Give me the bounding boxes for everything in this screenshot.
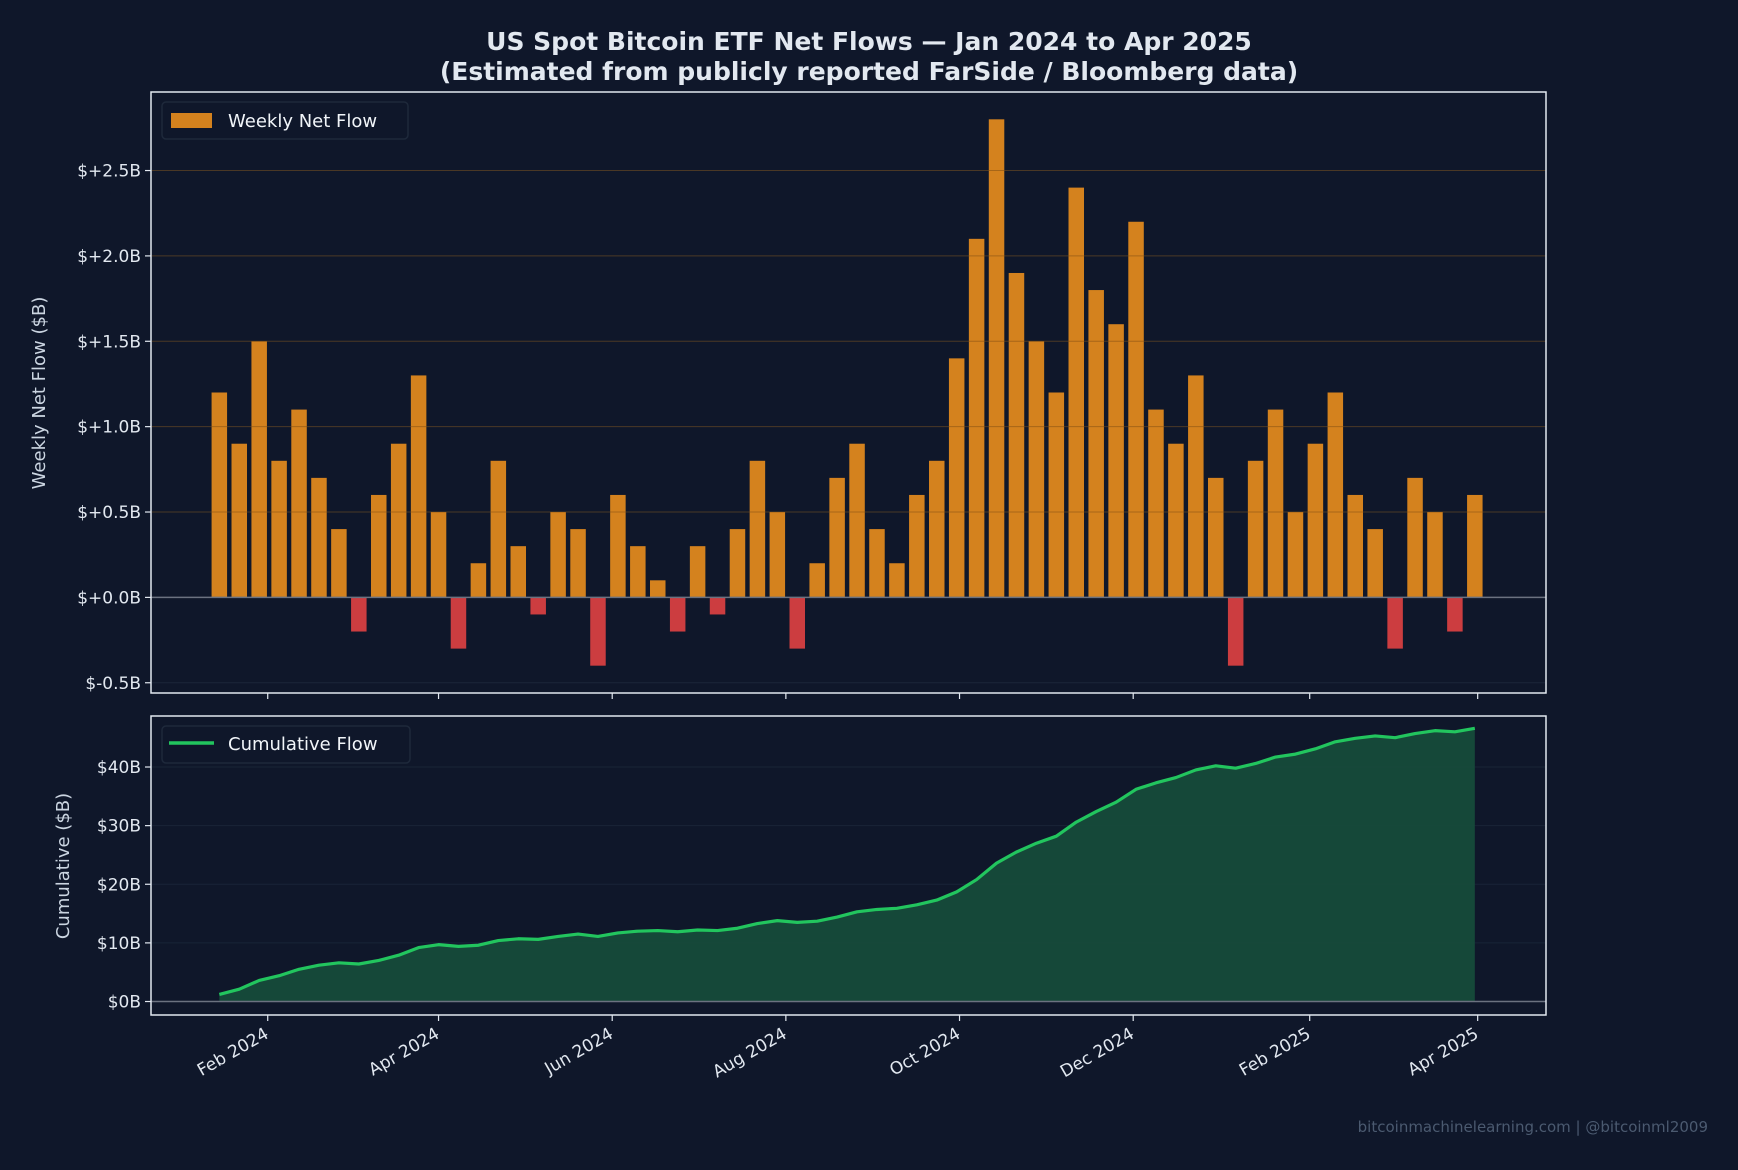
weekly-flow-bar: [232, 444, 248, 598]
y-tick-label: $+1.5B: [77, 332, 141, 352]
weekly-flow-bar: [511, 546, 527, 597]
weekly-flow-bar: [1228, 597, 1244, 665]
weekly-flow-bar: [650, 580, 666, 597]
y-tick-label: $-0.5B: [85, 674, 141, 694]
weekly-flow-bar: [271, 461, 287, 598]
weekly-flow-bar: [1168, 444, 1184, 598]
weekly-flow-bar: [590, 597, 606, 665]
weekly-flow-bar: [710, 597, 726, 614]
weekly-legend: Weekly Net Flow: [162, 102, 408, 139]
weekly-flow-bar: [909, 495, 925, 597]
weekly-flow-bar: [1427, 512, 1443, 597]
weekly-legend-swatch: [171, 113, 212, 128]
weekly-flow-bar: [869, 529, 885, 597]
weekly-flow-bar: [371, 495, 387, 597]
y-tick-label: $+2.0B: [77, 247, 141, 267]
weekly-flow-bar: [331, 529, 347, 597]
weekly-flow-bar: [849, 444, 865, 598]
weekly-flow-panel: $-0.5B $+0.0B $+0.5B $+1.0B $+1.5B $+2.0B $+2.…: [77, 92, 1546, 699]
weekly-flow-bar: [1128, 222, 1144, 598]
weekly-flow-bar: [570, 529, 586, 597]
weekly-flow-bar: [1208, 478, 1224, 598]
weekly-y-axis-label: Weekly Net Flow ($B): [29, 297, 50, 490]
weekly-flow-bar: [1348, 495, 1364, 597]
cumulative-legend-label: Cumulative Flow: [228, 734, 378, 755]
weekly-flow-bar: [471, 563, 487, 597]
weekly-flow-bar: [610, 495, 626, 597]
weekly-flow-bar: [969, 239, 985, 598]
weekly-flow-bar: [311, 478, 327, 598]
weekly-flow-bar: [291, 410, 307, 598]
weekly-flow-bar: [1069, 188, 1085, 598]
weekly-flow-bar: [1049, 393, 1065, 598]
weekly-flow-bar: [1088, 290, 1104, 597]
watermark: bitcoinmachinelearning.com | @bitcoinml2…: [1358, 1118, 1708, 1136]
weekly-flow-bar: [750, 461, 766, 598]
weekly-flow-bar: [251, 341, 266, 597]
y-tick-label: $20B: [97, 875, 141, 895]
cumulative-y-axis-label: Cumulative ($B): [53, 793, 74, 939]
weekly-flow-bar: [690, 546, 706, 597]
y-tick-label: $0B: [108, 993, 141, 1013]
weekly-flow-bar: [630, 546, 646, 597]
weekly-flow-bar: [889, 563, 905, 597]
weekly-flow-bar: [1467, 495, 1483, 597]
y-tick-label: $30B: [97, 817, 141, 837]
chart-title-line1: US Spot Bitcoin ETF Net Flows — Jan 2024…: [486, 27, 1252, 56]
weekly-flow-bar: [1248, 461, 1264, 598]
y-tick-label: $+0.5B: [77, 503, 141, 523]
y-tick-label: $+0.0B: [77, 588, 141, 608]
y-tick-label: $10B: [97, 934, 141, 954]
weekly-flow-bar: [1268, 410, 1284, 598]
weekly-flow-bar: [530, 597, 546, 614]
cumulative-legend: Cumulative Flow: [162, 726, 410, 763]
weekly-flow-bar: [491, 461, 507, 598]
weekly-flow-bar: [1407, 478, 1423, 598]
weekly-flow-bar: [212, 393, 228, 598]
weekly-flow-bar: [1188, 375, 1204, 597]
y-tick-label: $+2.5B: [77, 162, 141, 182]
weekly-flow-bar: [1148, 410, 1164, 598]
weekly-flow-bar: [1029, 341, 1045, 597]
weekly-flow-bar: [770, 512, 786, 597]
weekly-flow-bar: [1328, 393, 1344, 598]
weekly-flow-bar: [1447, 597, 1463, 631]
weekly-flow-bar: [451, 597, 467, 648]
weekly-flow-bar: [1308, 444, 1324, 598]
weekly-flow-bar: [949, 358, 965, 597]
weekly-flow-bar: [550, 512, 566, 597]
weekly-flow-bar: [1009, 273, 1025, 597]
weekly-flow-bar: [790, 597, 806, 648]
weekly-legend-label: Weekly Net Flow: [228, 111, 377, 132]
weekly-flow-bar: [809, 563, 825, 597]
weekly-flow-bar: [670, 597, 686, 631]
weekly-flow-bar: [730, 529, 746, 597]
weekly-flow-bar: [431, 512, 447, 597]
weekly-flow-bar: [1387, 597, 1403, 648]
weekly-flow-bar: [829, 478, 845, 598]
y-tick-label: $40B: [97, 758, 141, 778]
chart-title-line2: (Estimated from publicly reported FarSid…: [440, 57, 1298, 86]
weekly-flow-bar: [1367, 529, 1383, 597]
weekly-flow-bar: [391, 444, 407, 598]
weekly-flow-bar: [929, 461, 945, 598]
y-tick-label: $+1.0B: [77, 418, 141, 438]
weekly-flow-bar: [1288, 512, 1304, 597]
weekly-flow-bar: [411, 375, 427, 597]
weekly-flow-bar: [351, 597, 367, 631]
weekly-flow-bar: [989, 119, 1005, 597]
weekly-flow-bar: [1108, 324, 1124, 597]
